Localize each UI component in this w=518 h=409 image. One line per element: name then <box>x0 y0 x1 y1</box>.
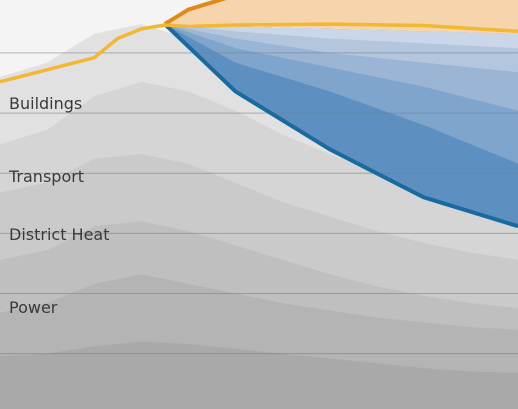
label-buildings: Buildings <box>9 94 82 113</box>
label-district-heat: District Heat <box>9 225 110 244</box>
label-power: Power <box>9 298 58 317</box>
label-transport: Transport <box>8 167 84 186</box>
